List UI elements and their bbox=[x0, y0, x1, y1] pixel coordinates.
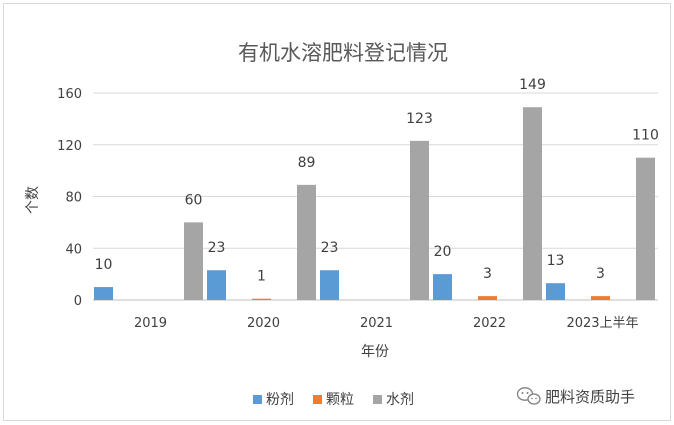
legend: 粉剂 颗粒 水剂 bbox=[253, 392, 414, 408]
x-axis-title: 年份 bbox=[361, 344, 389, 360]
bar bbox=[320, 270, 339, 300]
y-tick-label: 40 bbox=[65, 242, 82, 257]
legend-swatch bbox=[313, 395, 322, 404]
bar bbox=[410, 140, 429, 300]
bar bbox=[523, 107, 542, 300]
data-label: 20 bbox=[434, 244, 452, 260]
y-tick-label: 0 bbox=[74, 294, 82, 309]
gridlines bbox=[93, 92, 658, 301]
y-tick-label: 120 bbox=[57, 139, 82, 154]
legend-label: 粉剂 bbox=[266, 392, 294, 408]
bar bbox=[591, 296, 610, 300]
bar bbox=[546, 283, 565, 300]
x-tick-label: 2023上半年 bbox=[566, 316, 638, 331]
data-label: 10 bbox=[95, 257, 113, 273]
data-label: 23 bbox=[208, 240, 226, 256]
bar bbox=[433, 274, 452, 300]
bar bbox=[94, 287, 113, 300]
data-label: 3 bbox=[483, 266, 492, 282]
bar bbox=[478, 296, 497, 300]
x-axis-ticks: 2019 2020 2021 2022 2023上半年 bbox=[134, 316, 639, 331]
legend-swatch bbox=[373, 395, 382, 404]
data-label: 60 bbox=[185, 192, 203, 208]
y-axis-title: 个数 bbox=[25, 186, 41, 214]
data-labels: 10 60 23 1 89 23 123 20 3 149 13 3 110 bbox=[95, 77, 659, 284]
data-label: 149 bbox=[519, 77, 546, 93]
data-label: 23 bbox=[321, 240, 339, 256]
chart-title: 有机水溶肥料登记情况 bbox=[238, 41, 448, 65]
data-label: 3 bbox=[596, 266, 605, 282]
bar bbox=[252, 298, 271, 300]
bar bbox=[636, 157, 655, 300]
y-tick-label: 80 bbox=[65, 191, 82, 206]
data-label: 89 bbox=[298, 155, 316, 171]
x-tick-label: 2020 bbox=[247, 316, 280, 331]
data-label: 110 bbox=[632, 128, 659, 144]
bar-chart: 有机水溶肥料登记情况 0 40 80 120 160 10 60 23 1 89 23 123 20 3… bbox=[25, 41, 659, 408]
watermark: 肥料资质助手 bbox=[516, 387, 635, 406]
bar bbox=[207, 270, 226, 300]
x-tick-label: 2021 bbox=[360, 316, 393, 331]
y-tick-label: 160 bbox=[57, 87, 82, 102]
watermark-text: 肥料资质助手 bbox=[545, 388, 635, 406]
wechat-icon bbox=[516, 387, 541, 405]
legend-swatch bbox=[253, 395, 262, 404]
bar bbox=[297, 184, 316, 300]
y-axis-ticks: 0 40 80 120 160 bbox=[57, 87, 82, 309]
chart-frame: 有机水溶肥料登记情况 0 40 80 120 160 10 60 23 1 89 23 123 20 3… bbox=[3, 3, 671, 421]
data-label: 13 bbox=[547, 253, 565, 269]
legend-label: 水剂 bbox=[386, 392, 414, 408]
x-tick-label: 2022 bbox=[473, 316, 506, 331]
data-label: 123 bbox=[406, 111, 433, 127]
bars bbox=[94, 107, 655, 300]
data-label: 1 bbox=[257, 269, 266, 285]
x-tick-label: 2019 bbox=[134, 316, 167, 331]
legend-label: 颗粒 bbox=[326, 392, 354, 408]
bar bbox=[184, 222, 203, 300]
